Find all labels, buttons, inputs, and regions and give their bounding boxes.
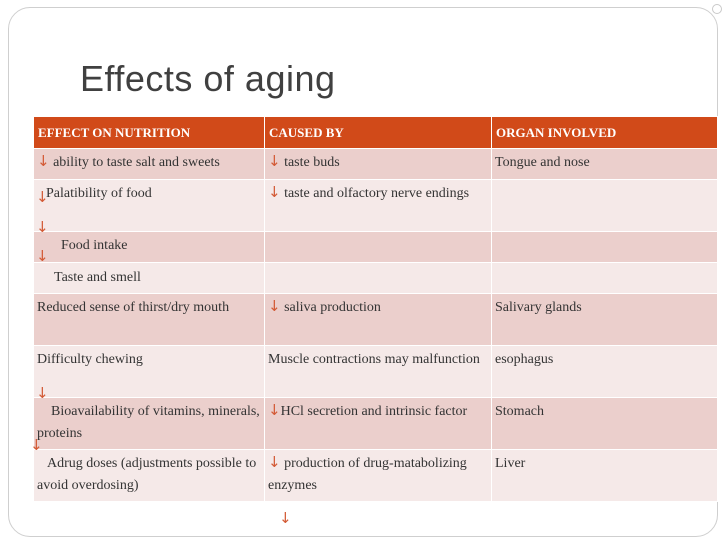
cell-cause: taste buds xyxy=(284,155,340,170)
cell-cause: saliva production xyxy=(284,300,381,315)
down-arrow-icon: ↓ xyxy=(36,188,49,206)
cell-cause: taste and olfactory nerve endings xyxy=(284,186,470,201)
down-arrow-icon: ↓ xyxy=(36,218,49,236)
cell-cause: production of drug-matabolizing enzymes xyxy=(268,456,467,493)
cell-cause: HCl secretion and intrinsic factor xyxy=(280,404,468,419)
down-arrow-icon: ↓ xyxy=(268,152,281,170)
cell-organ: esophagus xyxy=(495,352,554,367)
cell-organ: Salivary glands xyxy=(495,300,582,315)
down-arrow-icon: ↓ xyxy=(30,436,43,454)
down-arrow-icon: ↓ xyxy=(268,453,281,471)
table-row: Food intake xyxy=(33,231,718,263)
table-header-row: EFFECT ON NUTRITION CAUSED BY ORGAN INVO… xyxy=(33,116,718,149)
slide-frame xyxy=(8,7,718,537)
cell-organ: Tongue and nose xyxy=(495,155,590,170)
cell-effect: Reduced sense of thirst/dry mouth xyxy=(37,300,230,315)
down-arrow-icon: ↓ xyxy=(279,509,292,527)
cell-effect: ability to taste salt and sweets xyxy=(53,155,220,170)
cell-effect: Difficulty chewing xyxy=(37,352,143,367)
cell-cause: Muscle contractions may malfunction xyxy=(268,352,480,367)
cell-organ: Stomach xyxy=(495,404,544,419)
down-arrow-icon: ↓ xyxy=(268,183,281,201)
table-row: Difficulty chewing Muscle contractions m… xyxy=(33,345,718,398)
table-row: Reduced sense of thirst/dry mouth ↓ sali… xyxy=(33,293,718,346)
down-arrow-icon: ↓ xyxy=(37,152,50,170)
cell-effect: Bioavailability of vitamins, minerals, p… xyxy=(37,404,260,441)
cell-effect: Taste and smell xyxy=(54,270,141,285)
decorative-circle xyxy=(712,4,722,14)
down-arrow-icon: ↓ xyxy=(268,401,281,419)
cell-effect: Adrug doses (adjustments possible to avo… xyxy=(37,456,257,493)
cell-effect: Food intake xyxy=(61,238,128,253)
down-arrow-icon: ↓ xyxy=(36,384,49,402)
table-row: ↓ ability to taste salt and sweets ↓ tas… xyxy=(33,148,718,180)
header-effect: EFFECT ON NUTRITION xyxy=(33,116,265,149)
cell-effect: Palatibility of food xyxy=(46,186,152,201)
table-row: Taste and smell xyxy=(33,262,718,294)
slide-title: Effects of aging xyxy=(80,58,336,99)
table-row: Bioavailability of vitamins, minerals, p… xyxy=(33,397,718,450)
header-caused-by: CAUSED BY xyxy=(264,116,492,149)
table-row: Palatibility of food ↓ taste and olfacto… xyxy=(33,179,718,232)
table-row: Adrug doses (adjustments possible to avo… xyxy=(33,449,718,502)
header-organ: ORGAN INVOLVED xyxy=(491,116,718,149)
cell-organ: Liver xyxy=(495,456,526,471)
effects-table: EFFECT ON NUTRITION CAUSED BY ORGAN INVO… xyxy=(33,116,718,502)
down-arrow-icon: ↓ xyxy=(36,247,49,265)
down-arrow-icon: ↓ xyxy=(268,297,281,315)
